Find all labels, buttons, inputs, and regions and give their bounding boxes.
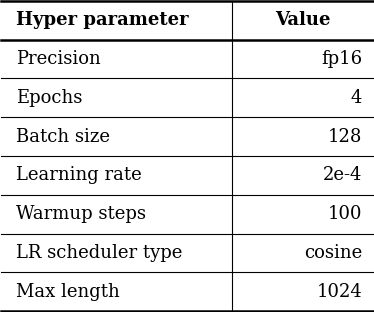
Text: Precision: Precision <box>16 50 100 68</box>
Text: fp16: fp16 <box>321 50 362 68</box>
Text: Learning rate: Learning rate <box>16 166 141 184</box>
Text: 128: 128 <box>328 128 362 146</box>
Text: Epochs: Epochs <box>16 89 82 107</box>
Text: 1024: 1024 <box>316 283 362 301</box>
Text: cosine: cosine <box>304 244 362 262</box>
Text: Batch size: Batch size <box>16 128 110 146</box>
Text: LR scheduler type: LR scheduler type <box>16 244 182 262</box>
Text: Hyper parameter: Hyper parameter <box>16 11 188 29</box>
Text: Max length: Max length <box>16 283 119 301</box>
Text: 4: 4 <box>351 89 362 107</box>
Text: Value: Value <box>275 11 330 29</box>
Text: Warmup steps: Warmup steps <box>16 205 145 223</box>
Text: 2e-4: 2e-4 <box>323 166 362 184</box>
Text: 100: 100 <box>328 205 362 223</box>
